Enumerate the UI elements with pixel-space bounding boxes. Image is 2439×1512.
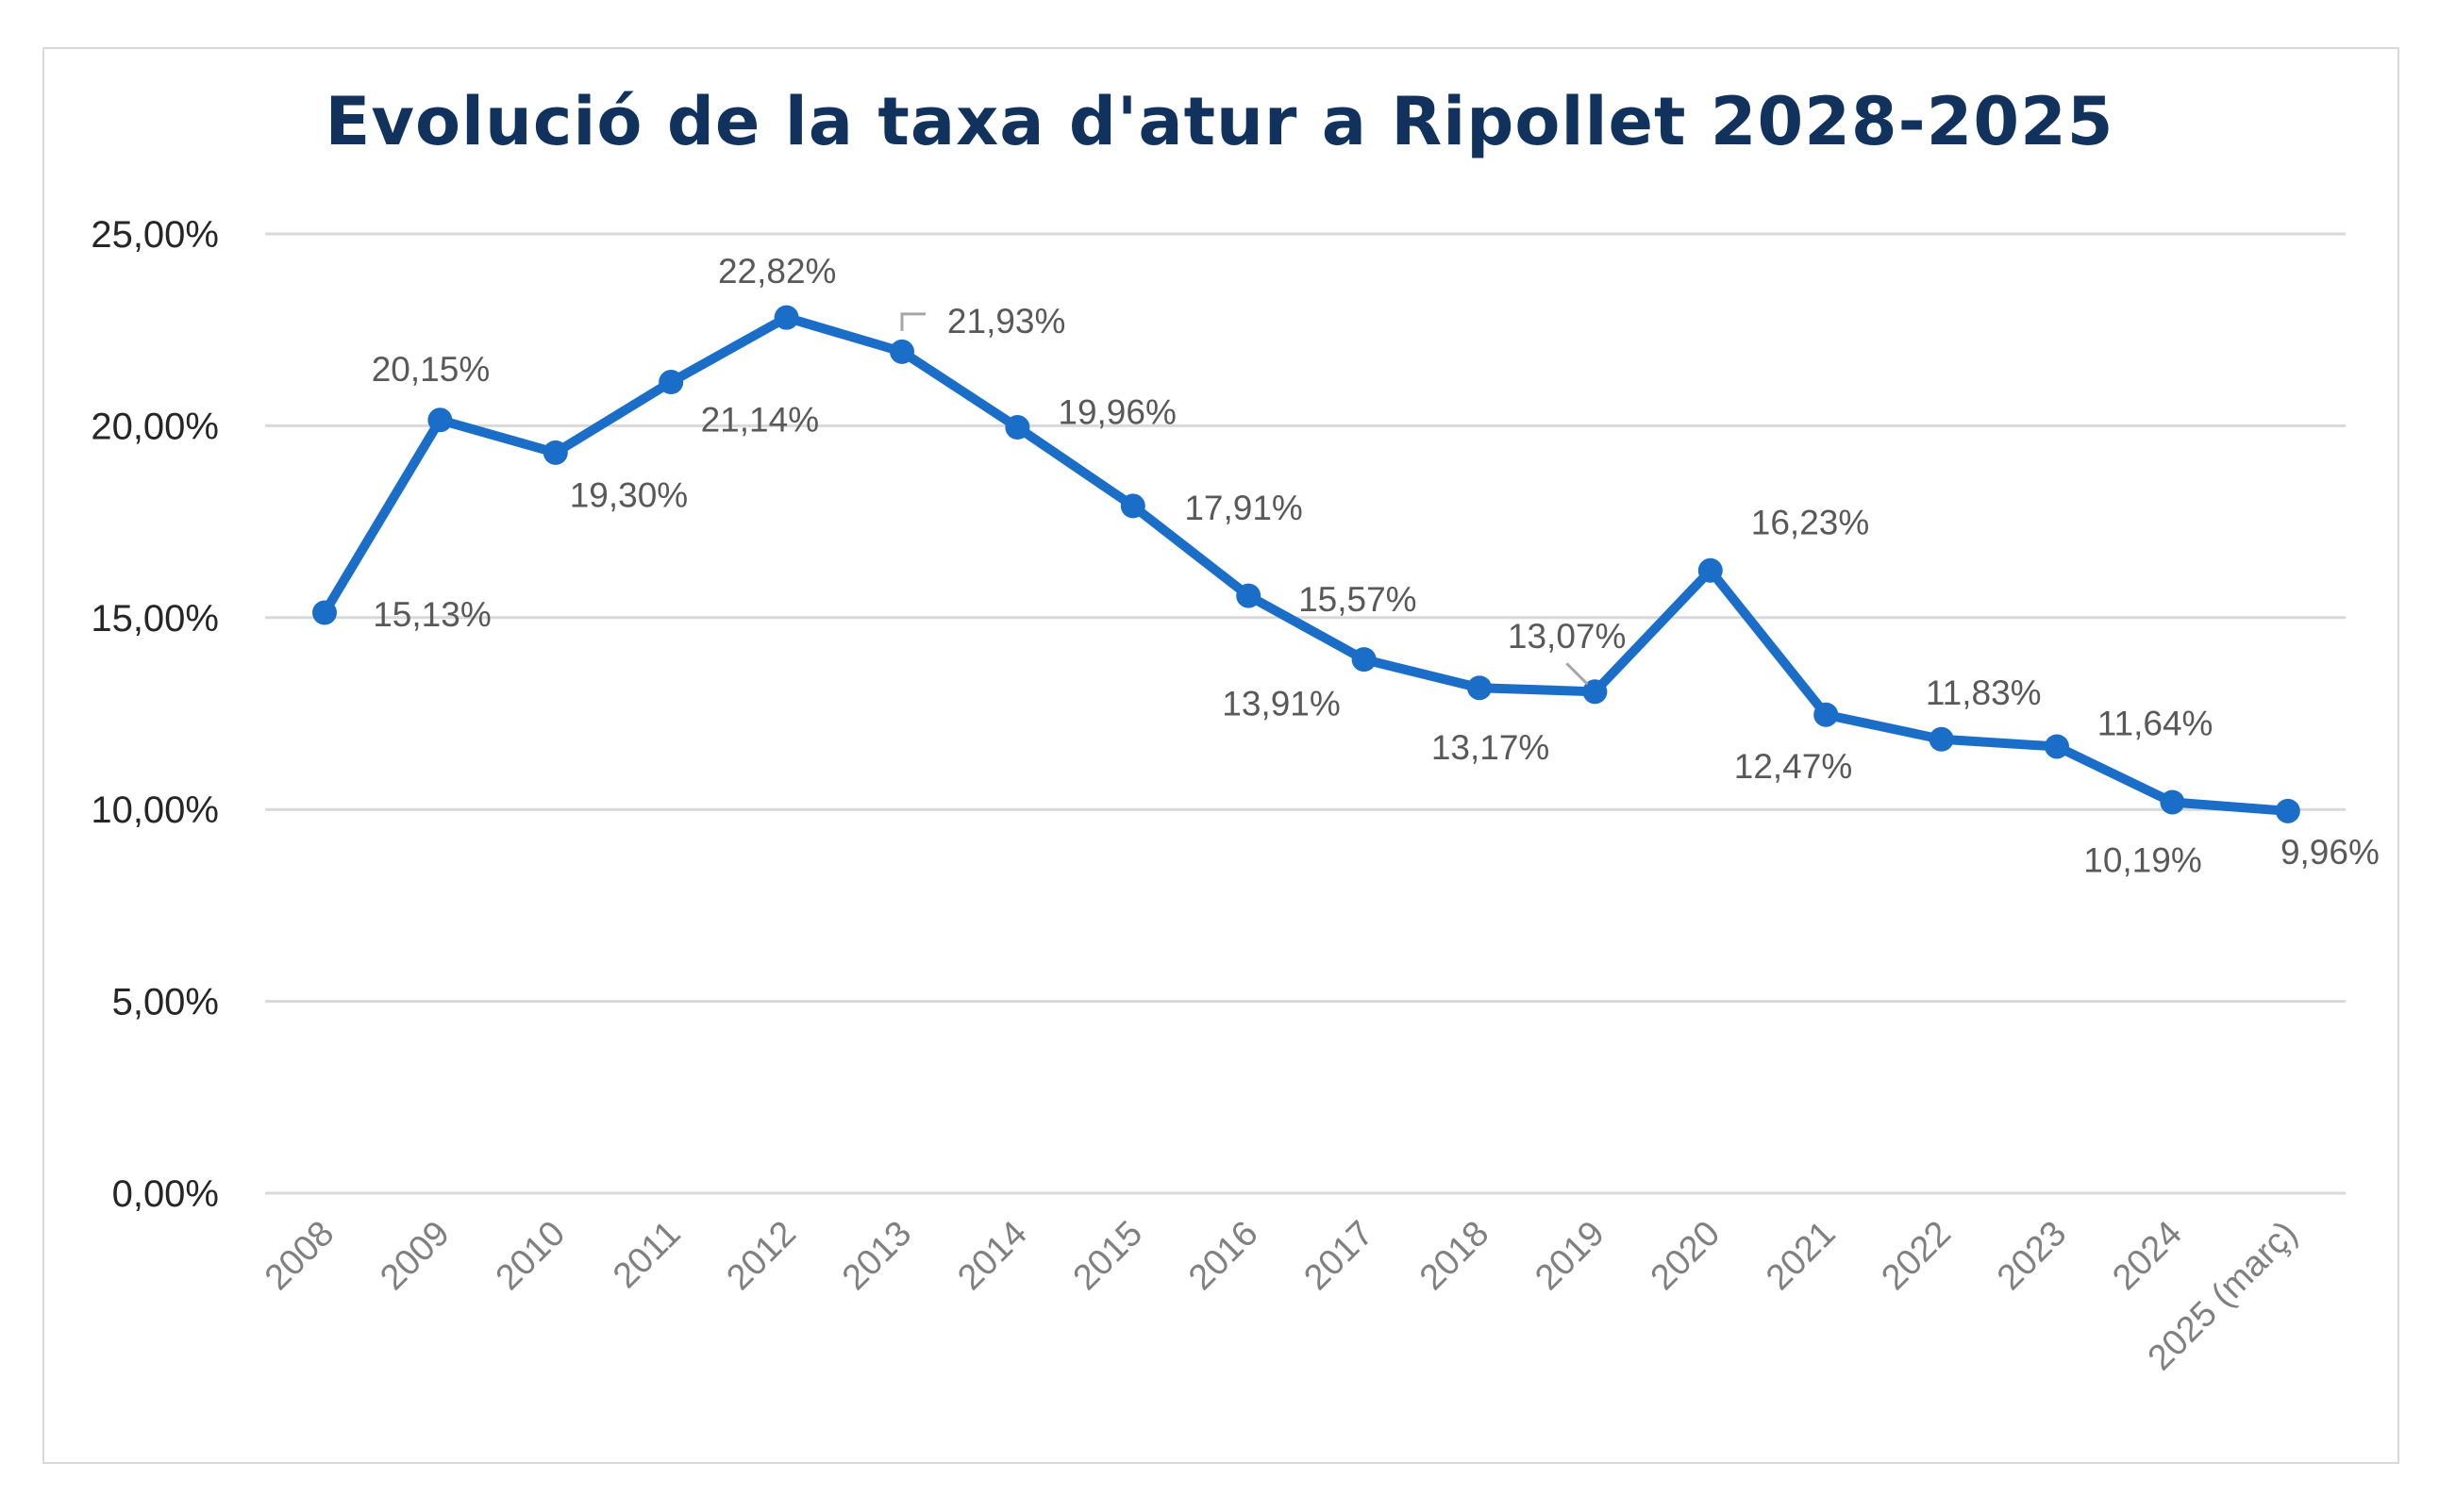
data-point (1582, 679, 1608, 705)
chart-frame (42, 47, 2399, 1464)
x-tick-label: 2021 (1759, 1214, 1843, 1298)
x-tick-label: 2020 (1644, 1214, 1728, 1298)
x-tick-label: 2017 (1296, 1214, 1380, 1298)
x-tick-label: 2015 (1066, 1214, 1150, 1298)
data-point (1005, 415, 1030, 440)
data-label: 13,91% (1222, 684, 1341, 723)
x-tick-label: 2008 (258, 1214, 342, 1298)
x-tick-label: 2023 (1990, 1214, 2074, 1298)
data-point (427, 407, 453, 433)
data-point (1351, 647, 1377, 673)
data-point (2160, 789, 2185, 815)
data-point (774, 305, 799, 330)
data-point (890, 339, 914, 364)
y-tick-label: 20,00% (91, 406, 219, 447)
x-tick-label: 2019 (1528, 1214, 1612, 1298)
data-label: 13,17% (1431, 728, 1550, 767)
y-tick-label: 25,00% (91, 214, 219, 256)
data-label: 11,64% (2097, 705, 2213, 743)
x-tick-label: 2024 (2105, 1214, 2189, 1298)
x-tick-label: 2012 (719, 1214, 803, 1298)
series-line (320, 312, 2289, 816)
x-tick-label: 2016 (1181, 1214, 1265, 1298)
data-point (1697, 557, 1723, 583)
x-tick-label: 2022 (1874, 1214, 1958, 1298)
data-label: 16,23% (1751, 504, 1870, 542)
x-tick-label: 2018 (1412, 1214, 1496, 1298)
data-point (1467, 675, 1492, 701)
data-label: 10,19% (2083, 841, 2202, 880)
y-tick-label: 0,00% (112, 1173, 219, 1215)
data-point (312, 600, 337, 625)
x-tick-label: 2009 (373, 1214, 457, 1298)
data-point (2045, 734, 2069, 759)
data-point (543, 440, 568, 465)
leader-line (1565, 662, 1589, 686)
data-label: 13,07% (1508, 617, 1627, 656)
data-label: 15,57% (1298, 580, 1417, 619)
y-tick-label: 10,00% (91, 789, 219, 831)
x-tick-label: 2014 (950, 1214, 1034, 1298)
leader-line (900, 312, 926, 331)
y-tick-label: 5,00% (112, 982, 219, 1023)
chart-title: Evolució de la taxa d'atur a Ripollet 20… (325, 83, 2114, 160)
data-label: 9,96% (2280, 833, 2380, 872)
data-point (2275, 798, 2300, 823)
data-label: 11,83% (1926, 673, 2042, 712)
x-tick-label: 2013 (835, 1214, 919, 1298)
data-label: 19,30% (570, 475, 689, 514)
data-label: 19,96% (1058, 393, 1177, 432)
data-label: 17,91% (1184, 489, 1303, 527)
data-label: 22,82% (718, 252, 837, 291)
x-tick-label: 2011 (606, 1214, 688, 1296)
data-point (1236, 583, 1261, 608)
data-point (659, 370, 684, 395)
data-label: 20,15% (372, 350, 491, 389)
data-point (1929, 726, 1954, 752)
y-tick-label: 15,00% (91, 598, 219, 640)
x-tick-label: 2010 (489, 1214, 573, 1298)
data-point (1120, 493, 1145, 519)
data-label: 15,13% (373, 595, 492, 634)
data-label: 21,14% (701, 401, 820, 440)
data-point (1813, 702, 1839, 727)
data-label: 12,47% (1734, 747, 1853, 786)
data-label: 21,93% (947, 302, 1066, 341)
